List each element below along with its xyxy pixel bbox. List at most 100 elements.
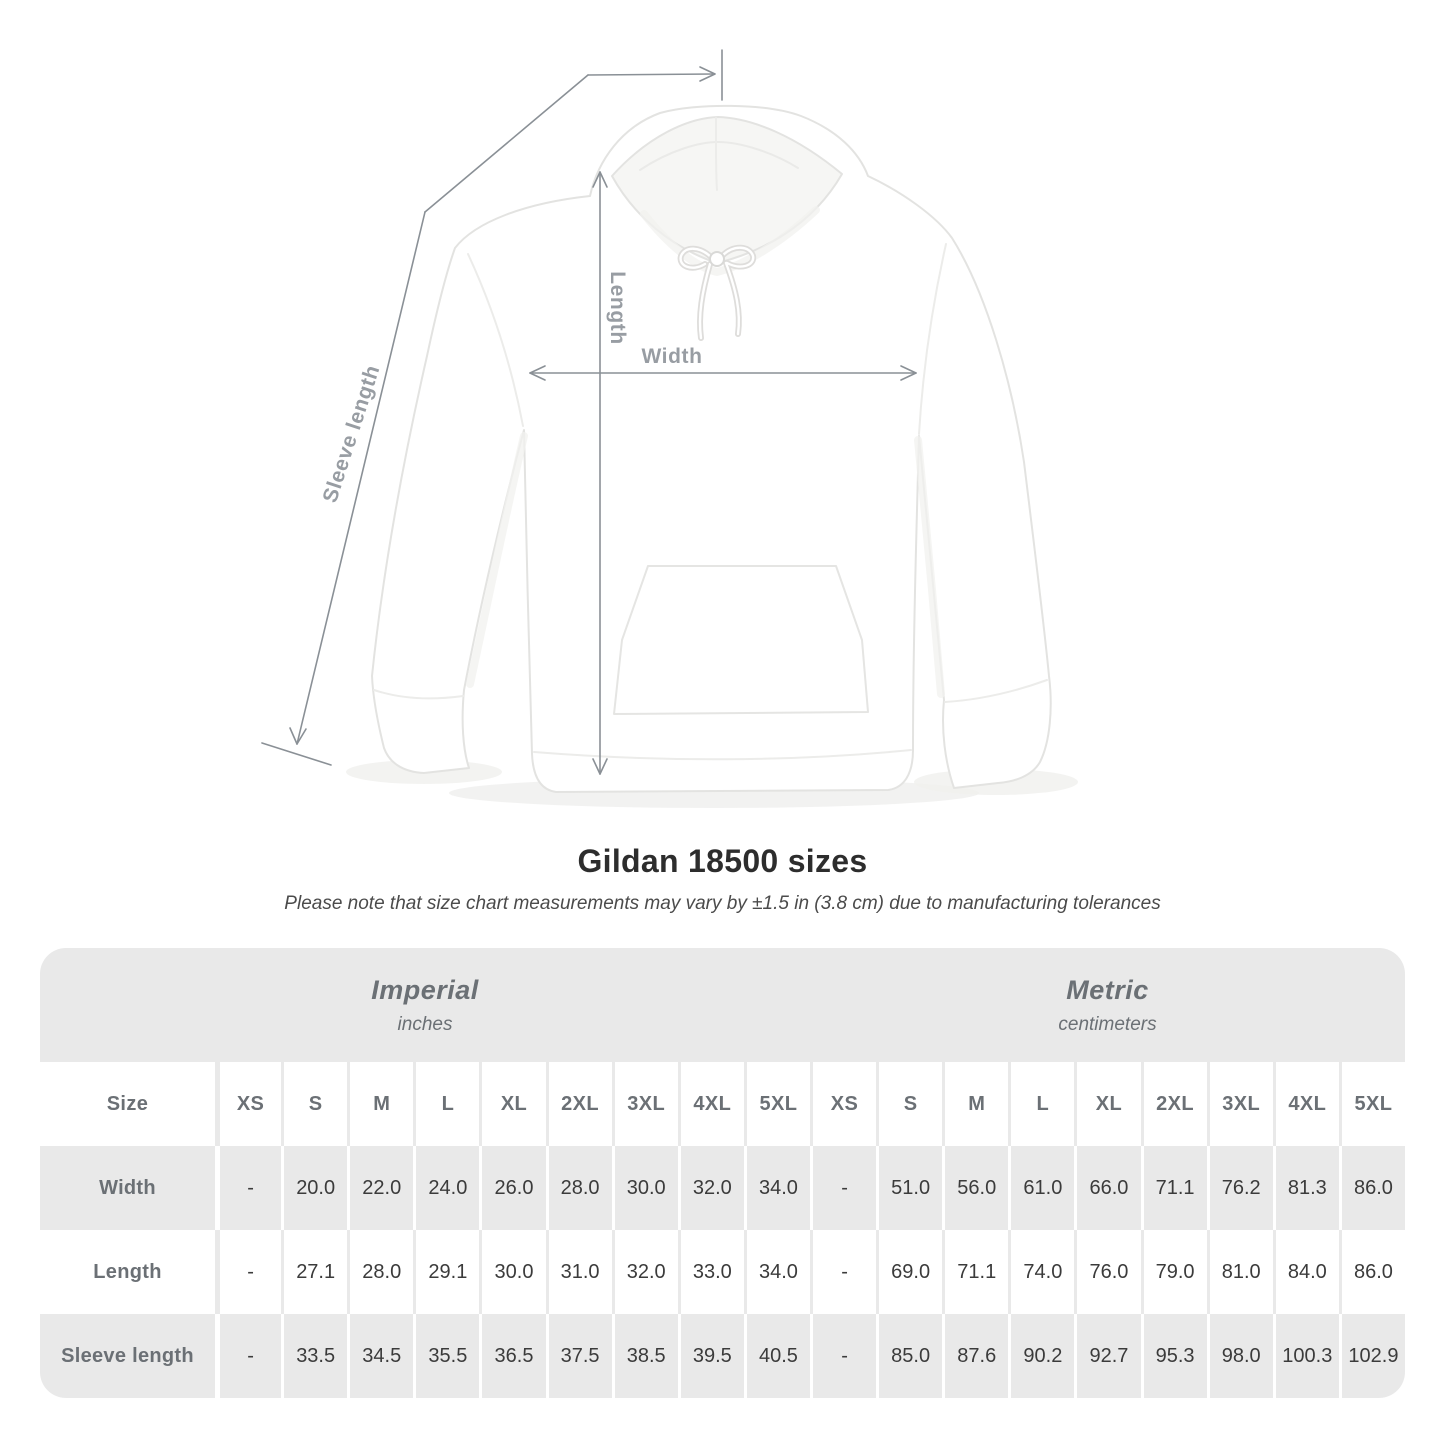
measurement-cell: 87.6 [942, 1314, 1009, 1398]
chest-shading [640, 206, 820, 276]
measurement-cell: 79.0 [1140, 1230, 1207, 1314]
measurement-cell: 85.0 [876, 1314, 943, 1398]
measurement-cell: 71.1 [1140, 1146, 1207, 1230]
imperial-group-label: Imperial [371, 974, 479, 1005]
measurement-cell: 51.0 [876, 1146, 943, 1230]
sleeve-length-arrow [261, 49, 723, 766]
hood-center-seam [715, 117, 718, 191]
size-column-header-metric-4xl: 4XL [1272, 1062, 1339, 1146]
left-cuff-seam [373, 689, 464, 700]
page-title: Gildan 18500 sizes [577, 843, 868, 879]
imperial-group-unit: inches [397, 1013, 453, 1035]
measurement-cell: 34.0 [743, 1230, 810, 1314]
measurement-cell: - [809, 1230, 877, 1314]
measurement-cell: 20.0 [281, 1146, 348, 1230]
table-row-sleeve-length: Sleeve length -33.5 34.5 35.5 36.5 37.5 38.5 39… [40, 1314, 1405, 1398]
table-row-length: Length -27.1 28.0 29.1 30.0 31.0 32.0 33.0 34.0-… [40, 1230, 1405, 1314]
size-column-header-metric-m: M [942, 1062, 1009, 1146]
row-label: Width [40, 1146, 215, 1230]
size-column-header-metric-2xl: 2XL [1140, 1062, 1207, 1146]
drawstring-icon [677, 244, 757, 341]
measurement-cell: 36.5 [479, 1314, 546, 1398]
measurement-cell: 95.3 [1140, 1314, 1207, 1398]
size-column-header-metric-xl: XL [1074, 1062, 1141, 1146]
size-column-header-imperial-4xl: 4XL [677, 1062, 744, 1146]
measurement-cell: - [215, 1146, 282, 1230]
metric-group-header: Metric centimeters [809, 948, 1405, 1062]
unit-group-row: Imperial inches Metric centimeters [40, 948, 1405, 1062]
measurement-cell: 100.3 [1272, 1314, 1339, 1398]
imperial-group-header: Imperial inches [40, 948, 810, 1062]
right-shoulder-seam [918, 243, 947, 435]
measurement-cell: 30.0 [479, 1230, 546, 1314]
size-column-header-imperial-s: S [281, 1062, 348, 1146]
measurement-cell: 61.0 [1008, 1146, 1075, 1230]
right-sleeve-shading [914, 436, 945, 698]
measurement-cell: 81.3 [1272, 1146, 1339, 1230]
size-column-header-imperial-2xl: 2XL [545, 1062, 612, 1146]
measurement-cell: 31.0 [545, 1230, 612, 1314]
measurement-cell: 56.0 [942, 1146, 1009, 1230]
kangaroo-pocket [613, 565, 869, 715]
measurement-cell: 81.0 [1206, 1230, 1273, 1314]
measurement-cell: 90.2 [1008, 1314, 1075, 1398]
size-column-header-metric-xs: XS [809, 1062, 877, 1146]
measurement-cell: 22.0 [347, 1146, 414, 1230]
measurement-cell: 34.0 [743, 1146, 810, 1230]
measurement-cell: - [809, 1314, 877, 1398]
size-column-header-metric-s: S [876, 1062, 943, 1146]
right-cuff-seam [944, 679, 1048, 703]
hoodie-measurement-diagram: Sleeve length Length Width [261, 49, 1078, 808]
measurement-cell: 29.1 [413, 1230, 480, 1314]
measurement-cell: 69.0 [876, 1230, 943, 1314]
measurement-cell: 28.0 [545, 1146, 612, 1230]
metric-group-unit: centimeters [1058, 1013, 1157, 1035]
measurement-cell: 38.5 [611, 1314, 678, 1398]
size-column-header-imperial-m: M [347, 1062, 414, 1146]
measurement-cell: 28.0 [347, 1230, 414, 1314]
measurement-cell: 33.0 [677, 1230, 744, 1314]
measurement-cell: 102.9 [1338, 1314, 1405, 1398]
size-column-header-imperial-5xl: 5XL [743, 1062, 810, 1146]
size-column-header-imperial-l: L [413, 1062, 480, 1146]
measurement-cell: 26.0 [479, 1146, 546, 1230]
measurement-cell: 76.2 [1206, 1146, 1273, 1230]
measurement-cell: 86.0 [1338, 1146, 1405, 1230]
size-column-header-metric-l: L [1008, 1062, 1075, 1146]
measurement-cell: 74.0 [1008, 1230, 1075, 1314]
measurement-cell: 98.0 [1206, 1314, 1273, 1398]
measurement-cell: 32.0 [677, 1146, 744, 1230]
measurement-cell: 37.5 [545, 1314, 612, 1398]
size-column-header-metric-3xl: 3XL [1206, 1062, 1273, 1146]
measurement-cell: 34.5 [347, 1314, 414, 1398]
tolerance-note: Please note that size chart measurements… [284, 893, 1161, 914]
hoodie-illustration [261, 49, 1078, 808]
hood-inner-fold [639, 141, 799, 171]
row-label: Length [40, 1230, 215, 1314]
table-row-width: Width -20.0 22.0 24.0 26.0 28.0 30.0 32.0 34.0-5… [40, 1146, 1405, 1230]
measurement-cell: 39.5 [677, 1314, 744, 1398]
size-column-header-imperial-3xl: 3XL [611, 1062, 678, 1146]
measurement-cell: 27.1 [281, 1230, 348, 1314]
measurement-cell: - [809, 1146, 877, 1230]
size-column-header-metric-5xl: 5XL [1338, 1062, 1405, 1146]
left-shoulder-seam [467, 253, 524, 427]
measurement-cell: 84.0 [1272, 1230, 1339, 1314]
measurement-cell: 32.0 [611, 1230, 678, 1314]
row-label: Sleeve length [40, 1314, 215, 1398]
measurement-cell: 24.0 [413, 1146, 480, 1230]
size-header-row: Size XS S M L XL 2XL 3XL 4XL 5XL XS S M L XL 2XL 3XL 4XL… [40, 1062, 1405, 1146]
measurement-cell: - [215, 1230, 282, 1314]
measurement-cell: 71.1 [942, 1230, 1009, 1314]
size-column-header-imperial-xl: XL [479, 1062, 546, 1146]
length-label: Length [606, 271, 629, 345]
measurement-cell: 76.0 [1074, 1230, 1141, 1314]
length-arrow [592, 171, 608, 775]
hem-seam [533, 749, 912, 761]
size-table: Imperial inches Metric centimeters Size … [40, 948, 1405, 1398]
size-column-header-imperial-xs: XS [215, 1062, 282, 1146]
measurement-cell: 92.7 [1074, 1314, 1141, 1398]
metric-group-label: Metric [1066, 974, 1149, 1005]
measurement-cell: - [215, 1314, 282, 1398]
